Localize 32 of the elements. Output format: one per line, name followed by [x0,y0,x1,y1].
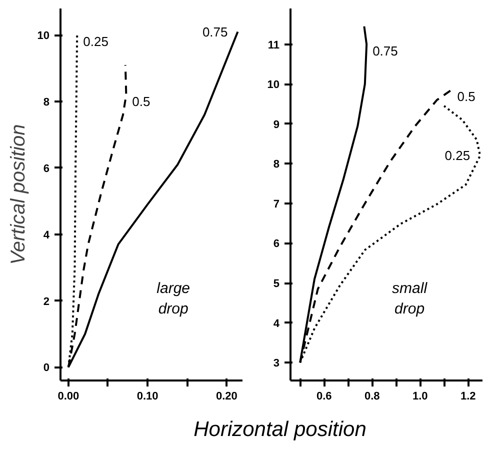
series-label: 0.75 [202,24,228,40]
series-label: 0.25 [444,148,470,164]
y-tick-label: 8 [273,158,280,171]
x-axis-title: Horizontal position [194,417,366,443]
y-tick-label: 4 [43,229,50,242]
y-tick-label: 6 [43,162,50,175]
y-tick-label: 0 [43,362,50,374]
y-tick-label: 6 [273,238,280,250]
y-axis-title: Vertical position [7,124,30,265]
x-tick-label: 1.2 [460,390,476,402]
series-label: 0.75 [372,43,398,58]
y-tick-label: 10 [267,79,280,92]
y-tick-label: 3 [273,358,280,370]
series-label: 0.25 [83,34,108,50]
y-tick-label: 11 [268,39,280,52]
x-tick-label: 0.10 [136,390,158,402]
series-label: 0.5 [132,94,150,109]
y-tick-label: 8 [43,96,50,108]
annotation: large drop [156,280,190,318]
x-tick-label: 0.20 [216,390,238,402]
y-tick-label: 4 [273,318,280,330]
y-tick-label: 2 [43,296,50,308]
x-tick-label: 0.6 [316,390,332,402]
x-tick-label: 0.8 [364,390,380,402]
annotation: small drop [392,280,428,318]
x-tick-label: 0.00 [58,390,80,402]
x-tick-label: 1.0 [412,390,428,402]
y-tick-label: 5 [273,278,280,290]
y-tick-label: 10 [37,30,50,42]
y-tick-label: 9 [273,118,280,131]
y-tick-label: 7 [273,198,280,210]
series-label: 0.5 [457,89,476,104]
